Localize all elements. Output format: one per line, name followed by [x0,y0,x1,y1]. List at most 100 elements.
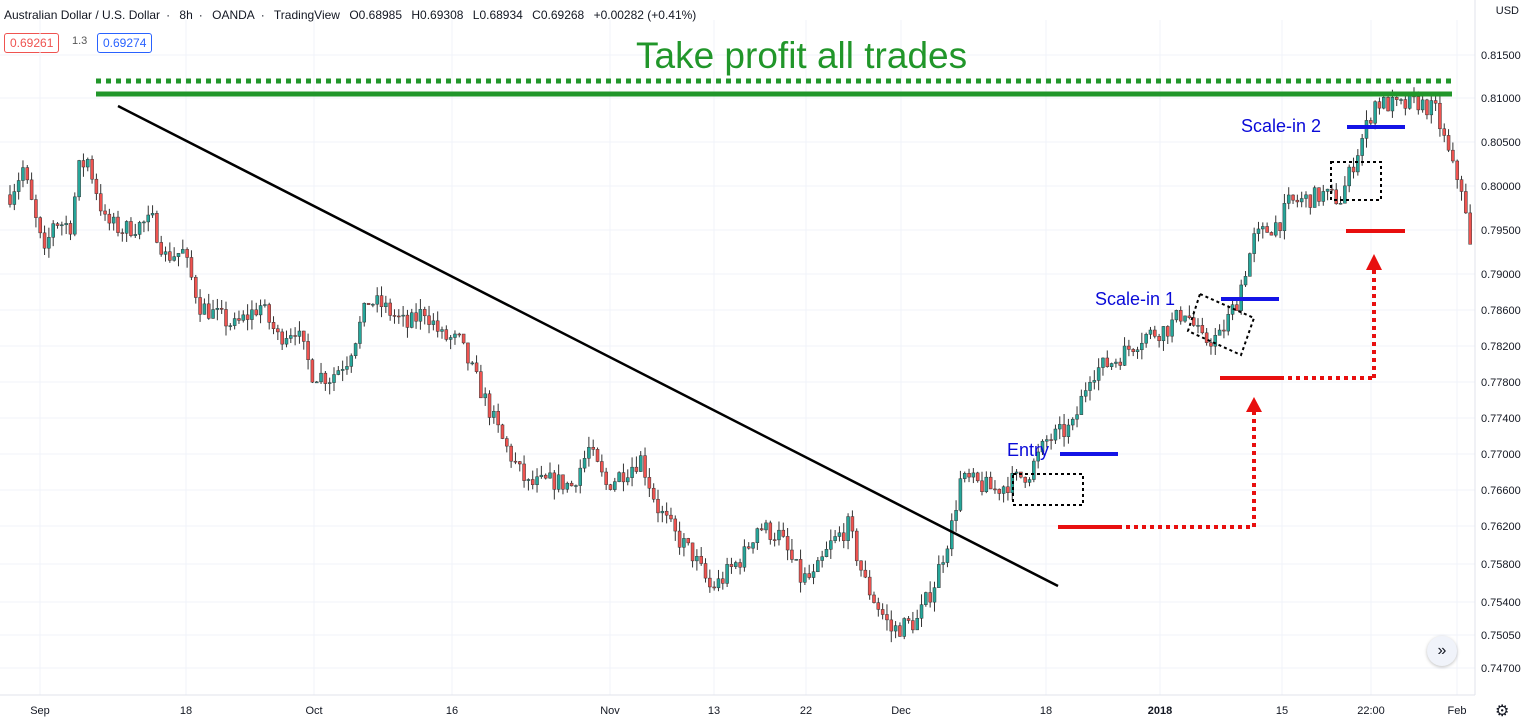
candle [811,563,816,585]
candle [721,571,725,590]
candle [211,299,215,319]
candle [116,210,120,237]
candle [1174,309,1179,323]
candle [245,304,250,331]
candle [958,470,963,513]
candle [725,557,729,587]
candle [1282,193,1287,240]
candle [384,295,388,313]
candle [556,464,561,493]
candle [349,353,354,373]
candle [1459,175,1464,201]
candle [194,274,198,304]
scroll-to-latest-button[interactable]: » [1427,636,1457,666]
candle [1308,194,1313,215]
candle [466,342,470,371]
candle [1118,357,1122,370]
candle [695,549,699,571]
candle [1062,414,1066,447]
candle [340,360,345,382]
candle [1161,326,1166,351]
candle [608,483,613,491]
candle [539,465,544,479]
candle [1252,227,1256,263]
candle [1083,382,1088,403]
candle [314,380,319,384]
price-axis[interactable]: 0.81500 0.81000 0.80500 0.80000 0.79500 0.790… [1474,0,1521,695]
candle [1317,187,1321,207]
gear-icon[interactable]: ⚙ [1495,703,1510,720]
x-tick-label: 2018 [1148,705,1172,717]
candle [1040,439,1045,455]
candle [297,321,302,344]
candle [751,542,755,554]
y-tick-label: 0.81000 [1481,93,1521,105]
currency-label[interactable]: USD [1495,5,1519,17]
candle [1204,328,1209,346]
candle [807,564,811,580]
candle [1114,358,1118,368]
candle [1122,337,1127,366]
candle [578,459,582,494]
candle [1347,164,1351,193]
time-axis[interactable]: Sep 18 Oct 16 Nov 13 22 Dec 18 2018 15 22:00 Feb [0,694,1475,717]
candle [254,302,258,317]
sell-button[interactable]: 0.69261 [4,33,60,53]
candle [435,311,440,338]
candle [168,242,172,263]
candle [1217,324,1222,336]
candle [323,370,328,391]
candle [306,333,310,370]
candle [1269,231,1274,236]
candle [1304,191,1308,208]
symbol-name[interactable]: Australian Dollar / U.S. Dollar [4,8,161,22]
candle [980,471,984,496]
candle [388,298,392,321]
candle [613,477,617,492]
x-tick-label: Feb [1448,705,1467,717]
candle [971,468,976,484]
candle [509,443,513,468]
candle [405,309,410,338]
candle [1049,433,1053,450]
candle [47,227,51,258]
candle [768,520,773,545]
candle [219,300,224,314]
candle [1014,469,1019,481]
candle [703,558,708,583]
candle [919,594,924,627]
candle [824,541,829,558]
candle [686,537,690,546]
candle [582,450,587,473]
candle [1278,222,1282,239]
candle [358,316,362,349]
candle [1360,133,1364,166]
candle [1321,184,1326,206]
candle [945,545,950,568]
candle [941,555,945,573]
candle [1088,376,1092,401]
candle [215,298,220,321]
interval[interactable]: 8h [179,8,193,22]
candle [1183,315,1187,323]
candle [1377,97,1382,115]
candle [371,303,375,308]
candle [1256,221,1261,242]
buy-button[interactable]: 0.69274 [97,33,153,53]
candle [492,405,496,424]
entry-consolidation-box [1012,473,1084,506]
candle [664,502,669,524]
candle [1438,96,1442,137]
candle [626,469,630,486]
candle [496,403,500,433]
candle [68,220,73,241]
candle [64,215,68,235]
candle [1070,417,1075,431]
candle [1058,416,1062,440]
candle [829,529,833,559]
candle [997,488,1002,501]
candle [142,220,146,233]
y-tick-label: 0.78600 [1481,305,1521,317]
candle [794,558,798,561]
